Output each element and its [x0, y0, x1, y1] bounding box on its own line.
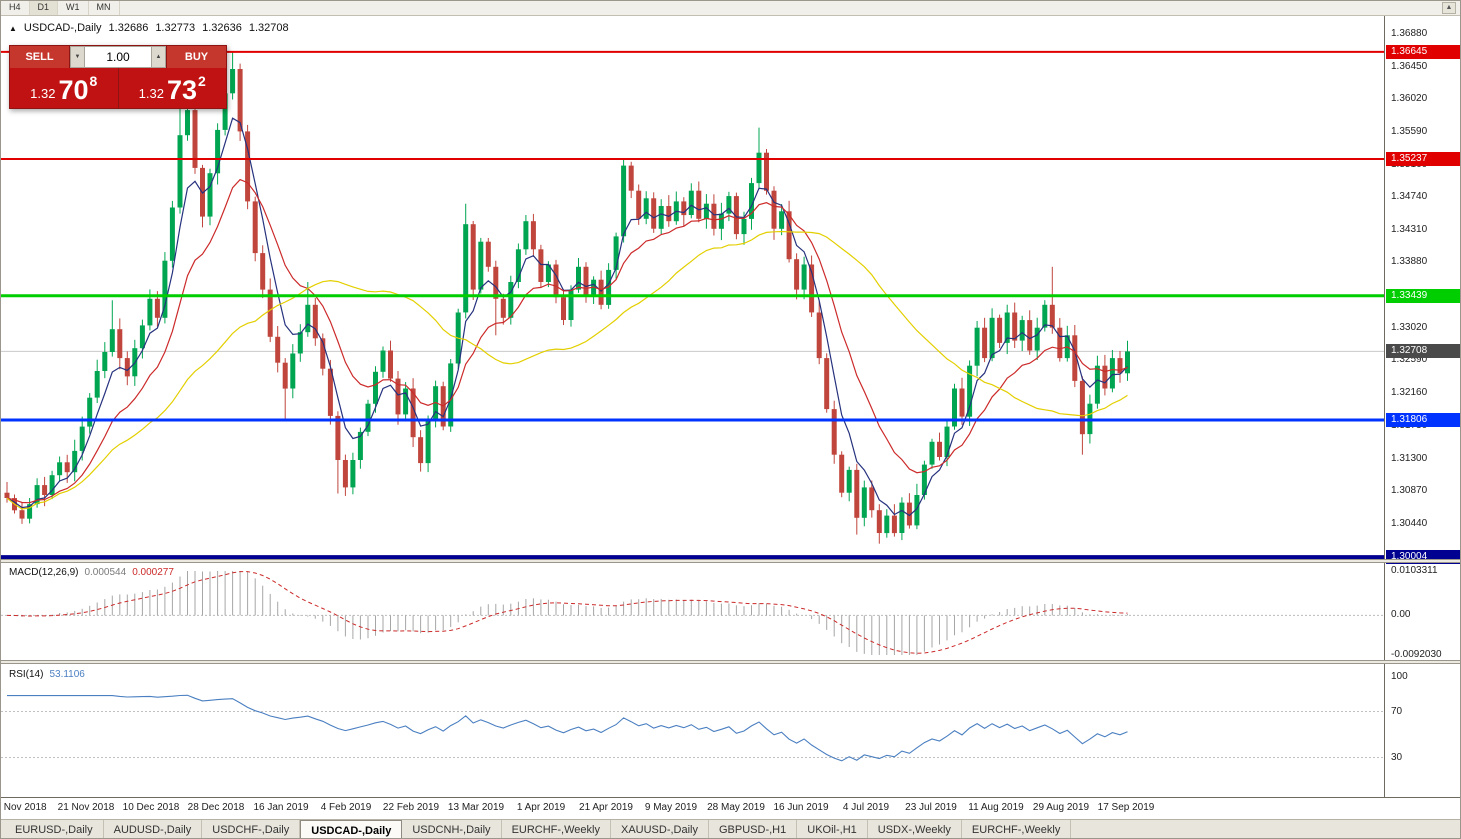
tab-eurchf-weekly[interactable]: EURCHF-,Weekly: [962, 820, 1072, 838]
main-price-chart-canvas[interactable]: [1, 16, 1384, 559]
rsi-value: 53.1106: [49, 669, 85, 680]
timeframe-toolbar: H4 D1 W1 MN ▲: [1, 1, 1460, 16]
timeframe-d1[interactable]: D1: [29, 1, 59, 15]
date-label: 9 May 2019: [644, 802, 698, 813]
tab-usdchf-daily[interactable]: USDCHF-,Daily: [202, 820, 301, 838]
rsi-axis-tick: 100: [1391, 671, 1408, 682]
price-tick: 1.36020: [1391, 93, 1428, 105]
tab-gbpusd-h1[interactable]: GBPUSD-,H1: [709, 820, 798, 838]
sell-price-prefix: 1.32: [30, 86, 56, 101]
price-level-box: 1.31806: [1386, 413, 1460, 428]
direction-arrow-icon: ▲: [9, 23, 17, 33]
price-tick: 1.31300: [1391, 452, 1428, 464]
date-label: 11 Aug 2019: [968, 802, 1024, 813]
price-level-box: 1.36645: [1386, 44, 1460, 59]
price-tick: 1.32590: [1391, 354, 1428, 366]
macd-axis-tick: 0.00: [1391, 609, 1411, 621]
price-tick: 1.34310: [1391, 223, 1428, 235]
ohlc-high: 1.32773: [155, 22, 196, 34]
date-label: 4 Jul 2019: [842, 802, 890, 813]
date-label: 16 Jun 2019: [773, 802, 829, 813]
price-tick: 1.32160: [1391, 387, 1428, 399]
tab-eurusd-daily[interactable]: EURUSD-,Daily: [5, 820, 104, 838]
rsi-axis-tick: 30: [1391, 751, 1403, 763]
date-label: 2 Nov 2018: [0, 802, 47, 813]
ohlc-close: 1.32708: [248, 22, 289, 34]
buy-price-big-digits: 73: [166, 75, 198, 105]
tab-audusd-daily[interactable]: AUDUSD-,Daily: [104, 820, 203, 838]
date-label: 1 Apr 2019: [516, 802, 566, 813]
chart-tabs-bar: EURUSD-,Daily AUDUSD-,Daily USDCHF-,Daily U…: [1, 819, 1460, 838]
buy-price-prefix: 1.32: [138, 86, 164, 101]
buy-price-display[interactable]: 1.32 73 2: [119, 68, 227, 108]
sell-price-big-digits: 70: [58, 75, 89, 105]
date-label: 16 Jan 2019: [253, 802, 309, 813]
timeframe-h4[interactable]: H4: [1, 1, 30, 15]
sell-button[interactable]: SELL: [10, 46, 70, 68]
price-level-box: 1.32708: [1386, 344, 1460, 359]
tab-eurchf-weekly[interactable]: EURCHF-,Weekly: [502, 820, 611, 838]
price-tick: 1.30870: [1391, 485, 1428, 497]
date-label: 23 Jul 2019: [905, 802, 957, 813]
price-level-box: 1.33439: [1386, 288, 1460, 303]
buy-price-pipette: 2: [198, 73, 206, 89]
macd-indicator-canvas[interactable]: [1, 563, 1384, 660]
price-tick: 1.34740: [1391, 190, 1428, 202]
panel-divider: [1, 660, 1460, 664]
rsi-label: RSI(14) 53.1106: [9, 669, 85, 680]
tab-usdcad-daily[interactable]: USDCAD-,Daily: [300, 820, 403, 838]
rsi-axis-tick: 70: [1391, 705, 1403, 717]
date-label: 22 Feb 2019: [382, 802, 440, 813]
timeframe-buttons-group: H4 D1 W1 MN: [1, 1, 120, 15]
symbol-period-label: USDCAD-,Daily: [23, 22, 102, 34]
price-tick: 1.36880: [1391, 28, 1428, 40]
macd-signal-value: 0.000277: [132, 567, 174, 578]
price-divider: [117, 68, 119, 108]
price-axis: 1.368801.364501.360201.355901.351601.347…: [1384, 16, 1460, 797]
tab-ukoil-h1[interactable]: UKOil-,H1: [797, 820, 868, 838]
date-label: 17 Sep 2019: [1097, 802, 1155, 813]
scroll-up-icon[interactable]: ▲: [1442, 2, 1456, 14]
rsi-indicator-canvas[interactable]: [1, 664, 1384, 797]
rsi-name: RSI(14): [9, 669, 44, 680]
ohlc-open: 1.32686: [108, 22, 149, 34]
date-label: 13 Mar 2019: [447, 802, 505, 813]
timeframe-w1[interactable]: W1: [58, 1, 89, 15]
macd-label: MACD(12,26,9) 0.000544 0.000277: [9, 567, 174, 578]
tab-usdcnh-daily[interactable]: USDCNH-,Daily: [402, 820, 502, 838]
panel-divider: [1, 559, 1460, 563]
tab-usdx-weekly[interactable]: USDX-,Weekly: [868, 820, 962, 838]
date-label: 29 Aug 2019: [1032, 802, 1090, 813]
date-label: 4 Feb 2019: [320, 802, 372, 813]
timeframe-mn[interactable]: MN: [89, 1, 120, 15]
price-level-box: 1.35237: [1386, 152, 1460, 166]
price-tick: 1.30440: [1391, 517, 1428, 529]
volume-decrease-icon[interactable]: ▼: [70, 46, 85, 68]
date-label: 28 Dec 2018: [187, 802, 245, 813]
date-label: 21 Nov 2018: [57, 802, 115, 813]
price-tick: 1.35590: [1391, 126, 1428, 138]
date-label: 10 Dec 2018: [122, 802, 180, 813]
volume-increase-icon[interactable]: ▲: [151, 46, 166, 68]
date-axis: 2 Nov 2018 21 Nov 2018 10 Dec 2018 28 Dec 2…: [0, 797, 1460, 819]
macd-axis-tick: -0.0092030: [1391, 649, 1442, 660]
tab-xauusd-daily[interactable]: XAUUSD-,Daily: [611, 820, 709, 838]
date-label: 21 Apr 2019: [579, 802, 633, 813]
macd-axis-tick: 0.0103311: [1391, 565, 1438, 576]
one-click-trading-panel: SELL ▼ ▲ BUY 1.32 70 8 1.32 73 2: [9, 45, 227, 109]
price-tick: 1.33020: [1391, 321, 1428, 333]
volume-input[interactable]: [85, 46, 151, 68]
sell-price-pipette: 8: [89, 73, 98, 89]
ohlc-low: 1.32636: [202, 22, 242, 34]
macd-name: MACD(12,26,9): [9, 567, 79, 578]
macd-main-value: 0.000544: [84, 567, 127, 578]
chart-title: ▲ USDCAD-,Daily 1.32686 1.32773 1.32636 …: [9, 22, 289, 34]
sell-price-display[interactable]: 1.32 70 8: [10, 68, 118, 108]
price-tick: 1.33880: [1391, 256, 1428, 268]
price-tick: 1.36450: [1391, 60, 1428, 72]
buy-button[interactable]: BUY: [166, 46, 226, 68]
date-label: 28 May 2019: [707, 802, 765, 813]
